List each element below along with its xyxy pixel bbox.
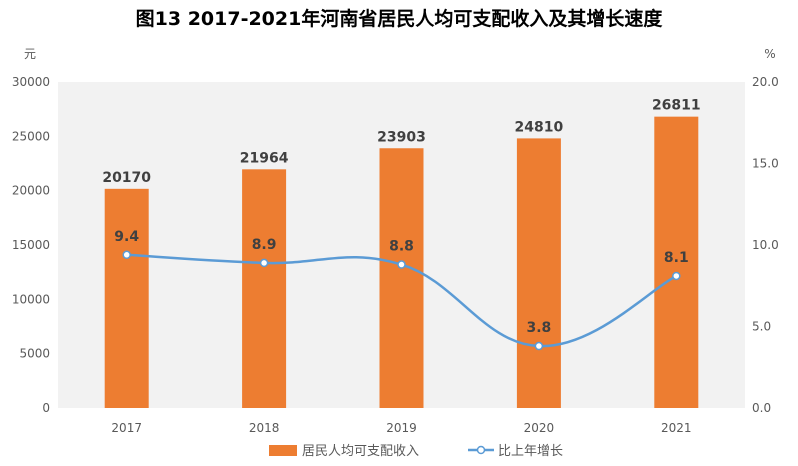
- line-data-label: 8.1: [664, 250, 689, 266]
- x-axis-tick: 2019: [386, 421, 417, 435]
- line-point: [672, 271, 681, 281]
- left-axis-tick: 10000: [12, 292, 50, 306]
- line-point: [534, 341, 544, 351]
- line-data-label: 9.4: [114, 229, 139, 245]
- legend-line-label: 比上年增长: [498, 444, 563, 459]
- bar: [379, 148, 424, 408]
- left-axis-tick: 20000: [12, 184, 50, 198]
- line-point: [259, 258, 269, 268]
- bar-data-label: 20170: [102, 170, 151, 186]
- legend-line-marker: [476, 445, 486, 455]
- line-data-label: 8.9: [252, 237, 277, 253]
- x-axis-tick: 2018: [249, 421, 280, 435]
- left-axis-unit: 元: [24, 47, 36, 61]
- right-axis-unit: %: [764, 47, 775, 61]
- bar: [104, 188, 149, 408]
- left-axis-tick: 15000: [12, 238, 50, 252]
- bar-data-label: 21964: [240, 150, 289, 166]
- line-data-label: 3.8: [526, 320, 551, 336]
- line-point: [122, 250, 131, 260]
- line-data-label: 8.8: [389, 239, 414, 255]
- legend: 居民人均可支配收入 比上年增长: [269, 444, 563, 459]
- chart-title: 图13 2017-2021年河南省居民人均可支配收入及其增长速度: [136, 7, 664, 30]
- legend-bar-label: 居民人均可支配收入: [302, 444, 419, 459]
- bar: [654, 116, 699, 408]
- bar: [516, 138, 561, 408]
- right-axis-tick: 5.0: [752, 320, 771, 334]
- bar-data-label: 26811: [652, 98, 701, 114]
- right-axis-tick: 10.0: [752, 238, 779, 252]
- left-axis-tick: 25000: [12, 129, 50, 143]
- left-axis-tick: 30000: [12, 75, 50, 89]
- left-axis-tick: 5000: [19, 347, 50, 361]
- left-axis-tick: 0: [42, 401, 50, 415]
- right-axis-tick: 15.0: [752, 157, 779, 171]
- bar-data-label: 23903: [377, 129, 426, 145]
- x-axis-tick: 2020: [524, 421, 555, 435]
- bar: [242, 169, 287, 408]
- right-axis-tick: 0.0: [752, 401, 771, 415]
- x-axis-tick: 2021: [661, 421, 692, 435]
- bar-data-label: 24810: [515, 119, 564, 135]
- x-axis-tick: 2017: [111, 421, 142, 435]
- right-axis-tick: 20.0: [752, 75, 779, 89]
- legend-bar-swatch: [269, 445, 297, 456]
- line-point: [397, 260, 406, 269]
